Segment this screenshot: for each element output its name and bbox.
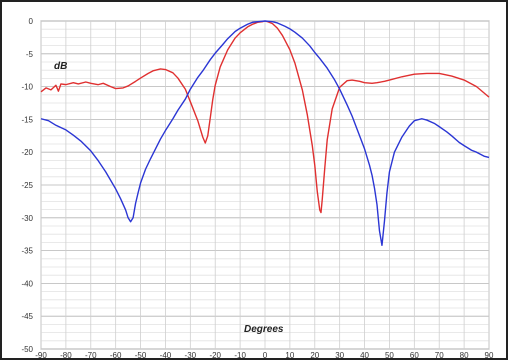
y-tick-label: -5 xyxy=(26,50,34,59)
x-tick-label: 30 xyxy=(335,351,344,360)
x-tick-label: 0 xyxy=(263,351,268,360)
x-tick-label: 60 xyxy=(410,351,419,360)
x-tick-label: -50 xyxy=(135,351,147,360)
y-tick-label: -10 xyxy=(21,83,33,92)
x-tick-label: 40 xyxy=(360,351,369,360)
y-tick-label: -25 xyxy=(21,181,33,190)
x-tick-label: 20 xyxy=(310,351,319,360)
x-tick-label: -80 xyxy=(60,351,72,360)
x-axis-label: Degrees xyxy=(244,324,284,335)
y-tick-label: -50 xyxy=(21,345,33,354)
x-tick-label: -40 xyxy=(160,351,172,360)
y-tick-label: -45 xyxy=(21,312,33,321)
y-tick-label: -35 xyxy=(21,247,33,256)
grid xyxy=(40,20,490,350)
x-tick-label: 10 xyxy=(285,351,294,360)
series-line-2 xyxy=(40,20,490,247)
x-tick-label: 70 xyxy=(435,351,444,360)
y-axis-label: dB xyxy=(54,61,67,72)
x-tick-label: -10 xyxy=(234,351,246,360)
x-tick-label: -20 xyxy=(209,351,221,360)
x-tick-labels: -90 -80 -70 -60 -50 -40 -30 -20 -10 0 10 20 30 40 50 60… xyxy=(35,351,494,360)
y-tick-label: -30 xyxy=(21,214,33,223)
y-tick-labels: 0 -5 -10 -15 -20 -25 -30 -35 -40 -45 -50 xyxy=(21,17,33,354)
x-tick-label: -90 xyxy=(35,351,47,360)
y-tick-label: 0 xyxy=(29,17,34,26)
y-tick-label: -15 xyxy=(21,115,33,124)
x-tick-label: 80 xyxy=(460,351,469,360)
x-tick-label: -60 xyxy=(110,351,122,360)
x-tick-label: -70 xyxy=(85,351,97,360)
y-tick-label: -20 xyxy=(21,148,33,157)
series-lines xyxy=(40,20,490,247)
x-tick-label: -30 xyxy=(185,351,197,360)
y-tick-label: -40 xyxy=(21,279,33,288)
x-tick-label: 90 xyxy=(485,351,494,360)
series-line-1 xyxy=(40,20,490,214)
x-tick-label: 50 xyxy=(385,351,394,360)
